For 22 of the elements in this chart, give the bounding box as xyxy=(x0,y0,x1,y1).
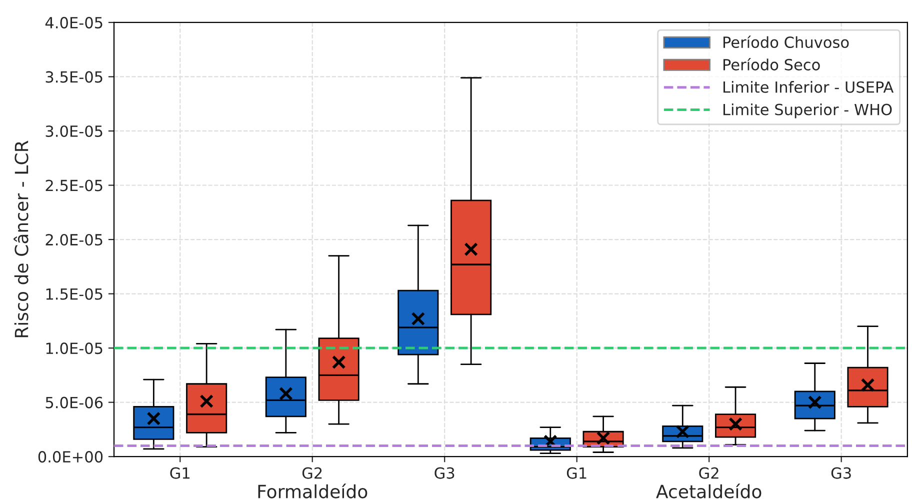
y-tick-label: 0.0E+00 xyxy=(38,451,103,463)
text: Formaldeído xyxy=(258,484,368,498)
legend-label: Período Seco xyxy=(723,58,820,70)
legend-label: Limite Inferior - USEPA xyxy=(723,81,894,93)
y-tick-label: 1.5E-05 xyxy=(46,288,102,300)
legend-label: Período Chuvoso xyxy=(723,36,849,48)
y-tick-label: 5.0E-06 xyxy=(46,396,103,408)
x-tick-label: G2 xyxy=(699,467,718,479)
x-tick-label: G1 xyxy=(170,467,190,479)
y-tick-label: 3.5E-05 xyxy=(46,71,102,83)
x-tick-label: G2 xyxy=(302,467,322,479)
y-tick-label: 2.0E-05 xyxy=(46,234,102,246)
y-tick-label: 1.0E-05 xyxy=(46,342,102,354)
x-tick-label: G3 xyxy=(434,467,454,479)
legend-label: Limite Superior - WHO xyxy=(723,103,892,118)
y-tick-label: 2.5E-05 xyxy=(46,180,102,192)
x-tick-label: G3 xyxy=(831,467,851,479)
y-tick-label: 3.0E-05 xyxy=(46,125,102,138)
y-axis-title: Risco de Câncer - LCR xyxy=(14,140,28,338)
x-tick-label: G1 xyxy=(566,467,586,479)
text: Acetaldeído xyxy=(656,484,762,498)
y-tick-label: 4.0E-05 xyxy=(45,16,102,28)
